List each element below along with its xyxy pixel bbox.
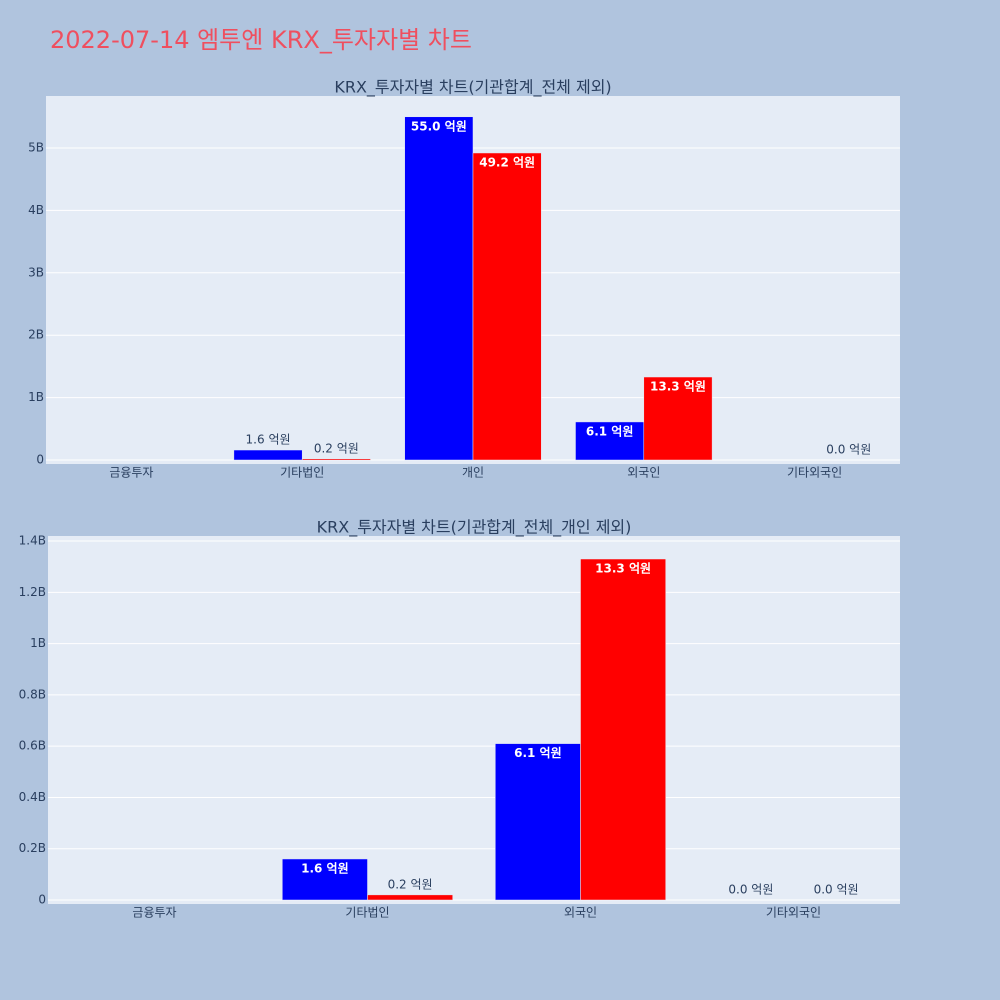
x-tick-label: 기타법인 bbox=[345, 906, 389, 920]
y-tick-label: 4B bbox=[28, 203, 44, 217]
data-label: 0.2 억원 bbox=[388, 877, 433, 891]
x-tick-label: 개인 bbox=[462, 466, 484, 480]
bar bbox=[301, 458, 371, 461]
page-title: 2022-07-14 엠투엔 KRX_투자자별 차트 bbox=[50, 26, 472, 54]
subplot-title: KRX_투자자별 차트(기관합계_전체_개인 제외) bbox=[317, 518, 632, 538]
data-label: 55.0 억원 bbox=[411, 119, 467, 133]
data-label: 0.0 억원 bbox=[728, 883, 773, 897]
bar bbox=[282, 858, 368, 901]
data-label: 49.2 억원 bbox=[479, 155, 535, 169]
y-tick-label: 1.2B bbox=[19, 585, 46, 599]
bar bbox=[404, 116, 474, 461]
y-tick-label: 1.4B bbox=[19, 534, 46, 548]
x-tick-label: 기타외국인 bbox=[766, 906, 821, 920]
data-label: 1.6 억원 bbox=[246, 433, 291, 447]
y-tick-label: 2B bbox=[28, 328, 44, 342]
y-tick-label: 1B bbox=[30, 636, 46, 650]
y-tick-label: 3B bbox=[28, 265, 44, 279]
bar bbox=[495, 743, 581, 901]
x-tick-label: 기타외국인 bbox=[787, 466, 842, 480]
bar bbox=[643, 376, 713, 461]
data-label: 13.3 억원 bbox=[595, 561, 651, 575]
bar bbox=[575, 421, 645, 461]
y-tick-label: 0 bbox=[36, 453, 44, 467]
y-tick-label: 0.8B bbox=[19, 687, 46, 701]
y-tick-label: 0 bbox=[38, 893, 46, 907]
subplot-title: KRX_투자자별 차트(기관합계_전체 제외) bbox=[334, 78, 611, 98]
x-tick-label: 기타법인 bbox=[280, 466, 324, 480]
bar bbox=[580, 558, 666, 901]
data-label: 0.0 억원 bbox=[826, 443, 871, 457]
y-tick-label: 0.2B bbox=[19, 841, 46, 855]
bar bbox=[233, 449, 303, 461]
bar bbox=[472, 152, 542, 461]
data-label: 6.1 억원 bbox=[586, 424, 634, 438]
data-label: 0.0 억원 bbox=[814, 883, 859, 897]
y-tick-label: 0.4B bbox=[19, 790, 46, 804]
y-tick-label: 0.6B bbox=[19, 739, 46, 753]
x-tick-label: 금융투자 bbox=[109, 466, 153, 480]
x-tick-label: 외국인 bbox=[627, 466, 660, 480]
x-tick-label: 외국인 bbox=[564, 906, 597, 920]
data-label: 6.1 억원 bbox=[514, 746, 562, 760]
y-tick-label: 5B bbox=[28, 140, 44, 154]
data-label: 13.3 억원 bbox=[650, 380, 706, 394]
plot-area bbox=[48, 536, 900, 904]
data-label: 1.6 억원 bbox=[301, 861, 349, 875]
y-tick-label: 1B bbox=[28, 390, 44, 404]
data-label: 0.2 억원 bbox=[314, 441, 359, 455]
bar bbox=[367, 894, 453, 901]
x-tick-label: 금융투자 bbox=[132, 906, 176, 920]
